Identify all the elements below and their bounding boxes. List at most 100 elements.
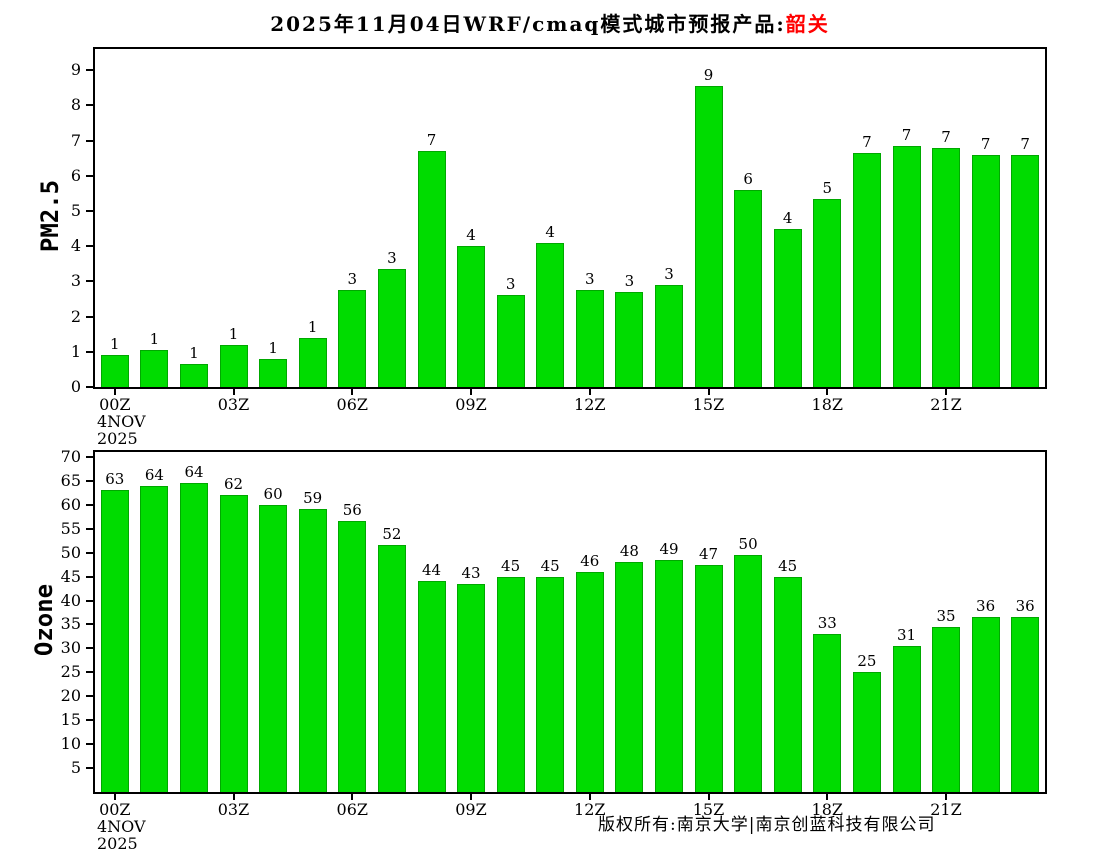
x-tick bbox=[826, 792, 829, 800]
bar-value-label: 3 bbox=[505, 275, 516, 293]
bar-value-label: 4 bbox=[545, 223, 555, 241]
y-tick bbox=[86, 104, 95, 107]
y-tick bbox=[86, 350, 95, 353]
bar-value-label: 59 bbox=[303, 489, 323, 507]
bar-value-label: 45 bbox=[540, 557, 560, 575]
bar bbox=[852, 672, 881, 792]
bar-value-label: 45 bbox=[501, 557, 521, 575]
x-tick-label: 06Z bbox=[336, 395, 369, 414]
y-tick-label: 70 bbox=[60, 446, 81, 466]
y-tick-label: 5 bbox=[70, 758, 81, 778]
y-tick-label: 3 bbox=[70, 271, 81, 291]
bar bbox=[734, 190, 763, 387]
bar-value-label: 3 bbox=[585, 270, 595, 288]
bar bbox=[180, 483, 208, 792]
bar bbox=[219, 345, 248, 387]
y-tick-label: 45 bbox=[60, 566, 81, 586]
bar bbox=[852, 153, 881, 387]
bar-value-label: 50 bbox=[738, 535, 758, 553]
bar-value-label: 4 bbox=[782, 209, 793, 227]
bar bbox=[575, 572, 604, 792]
bar bbox=[655, 560, 683, 792]
y-tick-label: 15 bbox=[60, 710, 81, 730]
y-tick bbox=[86, 671, 95, 674]
x-tick-label: 00Z bbox=[99, 395, 131, 414]
bar-value-label: 36 bbox=[1015, 597, 1035, 615]
bar-value-label: 1 bbox=[268, 339, 278, 357]
x-tick bbox=[113, 387, 116, 395]
bar bbox=[496, 577, 525, 792]
y-tick bbox=[86, 315, 95, 318]
title-city: 韶关 bbox=[785, 12, 830, 36]
bar bbox=[773, 577, 802, 792]
date-label: 4NOV 2025 bbox=[97, 412, 146, 448]
y-tick-label: 30 bbox=[60, 638, 81, 658]
bar-value-label: 7 bbox=[901, 126, 912, 144]
x-tick bbox=[351, 792, 354, 800]
bar-value-label: 25 bbox=[857, 652, 877, 670]
x-tick-label: 18Z bbox=[811, 800, 844, 819]
y-tick-label: 35 bbox=[60, 614, 81, 634]
bar bbox=[298, 509, 327, 792]
y-tick bbox=[86, 647, 95, 650]
bar-value-label: 33 bbox=[817, 614, 837, 632]
y-tick bbox=[86, 695, 95, 698]
x-tick bbox=[826, 387, 829, 395]
y-tick-label: 55 bbox=[60, 518, 81, 538]
bar bbox=[971, 155, 1000, 387]
x-tick-label: 06Z bbox=[336, 800, 369, 819]
bar-value-label: 7 bbox=[980, 135, 991, 153]
bar bbox=[1011, 617, 1040, 792]
bar bbox=[813, 199, 842, 387]
bar-value-label: 7 bbox=[426, 131, 437, 149]
y-tick-label: 0 bbox=[70, 377, 81, 396]
x-tick-label: 18Z bbox=[811, 395, 844, 414]
bar-value-label: 1 bbox=[149, 330, 160, 348]
bar-value-label: 3 bbox=[624, 272, 635, 290]
y-tick-label: 2 bbox=[70, 306, 81, 326]
x-tick bbox=[232, 792, 235, 800]
bar bbox=[1011, 155, 1040, 387]
x-tick-label: 15Z bbox=[692, 800, 725, 819]
bar-value-label: 47 bbox=[698, 545, 719, 563]
y-tick-label: 7 bbox=[70, 130, 81, 150]
bar bbox=[457, 246, 485, 387]
bar bbox=[377, 545, 406, 792]
y-tick-label: 10 bbox=[60, 734, 81, 754]
bar-value-label: 64 bbox=[144, 466, 164, 484]
y-tick-label: 5 bbox=[70, 201, 81, 220]
bar-value-label: 7 bbox=[1020, 135, 1030, 153]
bar bbox=[536, 243, 565, 387]
bar-value-label: 60 bbox=[263, 485, 283, 503]
y-tick bbox=[86, 527, 95, 530]
bar bbox=[100, 490, 129, 792]
x-tick-label: 21Z bbox=[930, 800, 962, 819]
bar bbox=[377, 269, 406, 387]
y-tick bbox=[86, 479, 95, 482]
y-tick bbox=[86, 69, 95, 72]
bar-value-label: 9 bbox=[703, 66, 714, 84]
y-tick bbox=[86, 575, 95, 578]
bar-value-label: 62 bbox=[223, 475, 244, 493]
bar-value-label: 3 bbox=[347, 270, 358, 288]
x-tick bbox=[945, 387, 947, 395]
y-tick-label: 60 bbox=[60, 494, 81, 514]
bar-value-label: 5 bbox=[822, 179, 833, 197]
bar bbox=[100, 355, 129, 387]
bar bbox=[457, 584, 485, 792]
page-title: 2025年11月04日WRF/cmaq模式城市预报产品:韶关 bbox=[0, 8, 1100, 37]
bar-value-label: 1 bbox=[307, 318, 318, 336]
bar-value-label: 64 bbox=[184, 463, 204, 481]
bar bbox=[932, 148, 960, 387]
x-tick bbox=[113, 792, 116, 800]
x-tick bbox=[588, 387, 591, 395]
y-tick-label: 65 bbox=[60, 470, 81, 490]
bar bbox=[140, 486, 169, 792]
y-tick-label: 40 bbox=[60, 590, 81, 610]
bar bbox=[338, 521, 367, 792]
y-tick bbox=[86, 139, 95, 142]
bar bbox=[932, 627, 960, 792]
y-tick-label: 9 bbox=[70, 60, 81, 80]
bar bbox=[575, 290, 604, 387]
